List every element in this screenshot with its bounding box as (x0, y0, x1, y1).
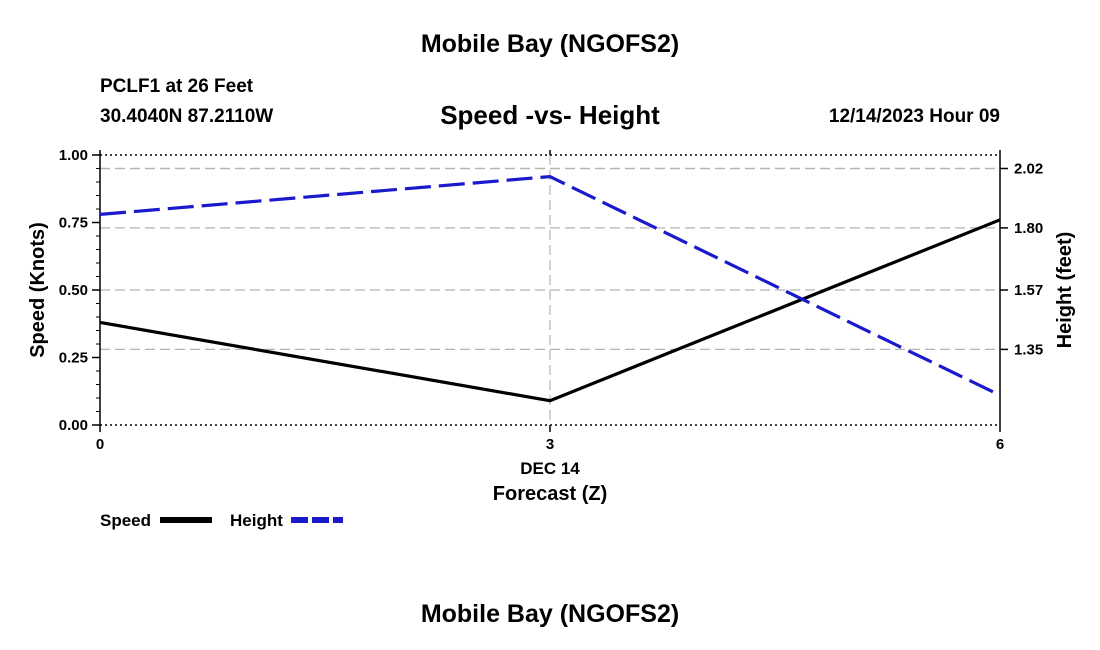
y-axis-label: Speed (Knots) (27, 222, 49, 358)
y2-tick-label-2: 1.80 (1014, 220, 1043, 237)
ticks-layer: 0.00 0.25 0.50 0.75 1.00 1.35 1.57 1.80 2.02 0 3 6 (59, 147, 1043, 453)
station-label: PCLF1 at 26 Feet (100, 76, 254, 97)
station-coords: 30.4040N 87.2110W (100, 106, 274, 127)
y2-tick-label-3: 2.02 (1014, 161, 1043, 178)
series-speed-line (99, 218, 1001, 403)
x-tick-label-1: 3 (546, 436, 554, 453)
legend: Speed Height (100, 511, 343, 530)
y-tick-label-4: 1.00 (59, 147, 88, 164)
y-tick-label-0: 0.00 (59, 417, 88, 434)
y2-tick-label-1: 1.57 (1014, 282, 1043, 299)
series-layer (99, 174, 1001, 403)
y-tick-label-3: 0.75 (59, 215, 88, 232)
grid-layer (100, 155, 1000, 425)
legend-height-label: Height (230, 511, 283, 530)
top-title: Mobile Bay (NGOFS2) (420, 30, 680, 58)
forecast-datetime: 12/14/2023 Hour 09 (828, 106, 1000, 127)
chart-subtitle: Speed -vs- Height (440, 100, 660, 130)
legend-speed-label: Speed (100, 511, 151, 530)
y-tick-label-2: 0.50 (59, 282, 88, 299)
y-tick-label-1: 0.25 (59, 350, 88, 367)
x-date-label: DEC 14 (520, 459, 580, 478)
y2-axis-label: Height (feet) (1054, 232, 1076, 349)
x-tick-label-0: 0 (96, 436, 104, 453)
bottom-title: Mobile Bay (NGOFS2) (420, 600, 680, 628)
x-axis-label: Forecast (Z) (493, 483, 607, 505)
x-tick-label-2: 6 (996, 436, 1004, 453)
y2-tick-label-0: 1.35 (1014, 341, 1043, 358)
series-height-line (99, 174, 1001, 397)
